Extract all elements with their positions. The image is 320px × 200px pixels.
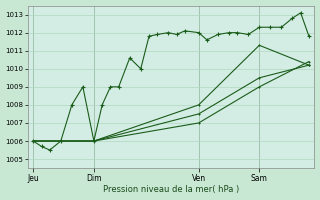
X-axis label: Pression niveau de la mer( hPa ): Pression niveau de la mer( hPa ) [103,185,239,194]
